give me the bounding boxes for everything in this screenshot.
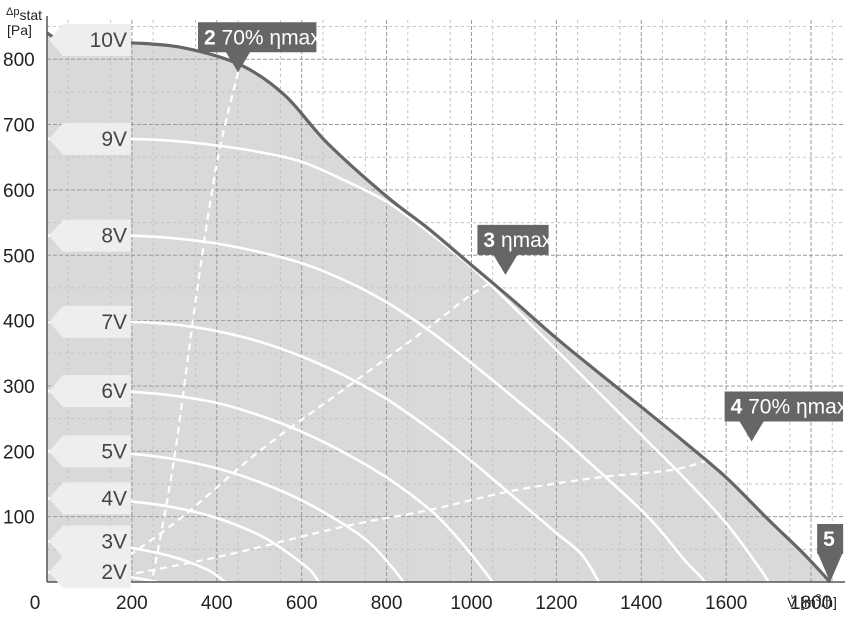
voltage-tag-shape	[49, 122, 131, 155]
operating-area	[47, 33, 831, 583]
voltage-curve-8v	[46, 234, 706, 583]
voltage-tag-6v: 6V	[49, 375, 131, 408]
y-tick-label: 300	[3, 377, 35, 398]
point-marker-4: 4 70% ηmax	[724, 391, 848, 442]
x-tick-label: 1400	[620, 593, 662, 614]
voltage-curve-9v	[47, 137, 770, 583]
voltage-tag-label: 5V	[101, 440, 127, 463]
voltage-tag-shape	[49, 24, 131, 56]
voltage-tag-label: 8V	[101, 225, 127, 248]
voltage-tag-label: 10V	[90, 29, 127, 52]
max-performance-curve	[46, 31, 832, 584]
point-marker-5: 5	[817, 524, 844, 582]
point-marker-shape	[724, 391, 844, 442]
x-tick-label: 600	[286, 593, 318, 614]
x-axis-title: V̇ [m3/h]	[787, 593, 837, 610]
voltage-tag-label: 6V	[101, 380, 127, 403]
y-axis-title-symbol: Δp	[6, 6, 19, 18]
x-axis-title-sup: 3	[816, 593, 822, 604]
voltage-tag-label: 3V	[101, 530, 127, 553]
voltage-tag-9v: 9V	[49, 122, 131, 155]
y-tick-label: 100	[3, 508, 35, 529]
voltage-tag-3v: 3V	[49, 525, 131, 558]
x-tick-label: 1600	[705, 593, 747, 614]
y-tick-label: 800	[3, 50, 35, 71]
point-marker-shape	[477, 224, 549, 275]
point-marker-label: 3 ηmax	[483, 229, 552, 252]
voltage-tag-shape	[49, 525, 131, 558]
point-marker-number: 4	[731, 396, 743, 419]
voltage-tag-5v: 5V	[49, 435, 131, 468]
operating-area-fill	[47, 33, 831, 583]
y-axis-title-main: Δpstat	[6, 6, 42, 23]
y-tick-label: 500	[3, 246, 35, 267]
point-marker-label: 4 70% ηmax	[731, 396, 848, 419]
point-marker-shape	[198, 22, 317, 73]
point-marker-3: 3 ηmax	[477, 224, 553, 275]
y-axis-title-subscript: stat	[19, 7, 42, 23]
voltage-curve-7v	[47, 320, 600, 583]
voltage-tag-2v: 2V	[49, 556, 131, 589]
y-tick-label: 600	[3, 181, 35, 202]
y-tick-label: 400	[3, 312, 35, 333]
x-tick-label: 800	[371, 593, 403, 614]
x-tick-label: 400	[201, 593, 233, 614]
y-tick-label: 700	[3, 116, 35, 137]
point-marker-2: 2 70% ηmax	[198, 22, 321, 73]
voltage-tag-7v: 7V	[49, 305, 131, 338]
y-axis-title-unit: [Pa]	[7, 22, 32, 38]
x-tick-label: 1000	[450, 593, 492, 614]
x-tick-label: 1800	[790, 593, 832, 614]
voltage-tag-shape	[49, 219, 131, 252]
voltage-tag-10v: 10V	[49, 24, 131, 56]
efficiency-reference-lines	[88, 72, 752, 584]
voltage-tag-shape	[49, 305, 131, 338]
point-marker-number: 5	[823, 528, 835, 551]
point-marker-label: 2 70% ηmax	[204, 26, 321, 49]
voltage-tag-shape	[49, 435, 131, 468]
voltage-tag-8v: 8V	[49, 219, 131, 252]
point-marker-shape	[817, 524, 844, 582]
voltage-tag-shape	[49, 375, 131, 408]
voltage-tag-4v: 4V	[49, 482, 131, 515]
x-tick-label: 1200	[535, 593, 577, 614]
x-tick-label: 200	[116, 593, 148, 614]
voltage-tag-label: 9V	[101, 128, 127, 151]
voltage-tag-shape	[49, 556, 131, 589]
point-marker-number: 2	[204, 26, 216, 49]
efficiency-line-1	[152, 72, 240, 576]
voltage-tags: 10V 9V 8V 7V 6V 5V 4V 3V 2V	[49, 24, 131, 589]
point-marker-text: 70% ηmax	[742, 396, 848, 419]
voltage-tag-label: 7V	[101, 311, 127, 334]
point-marker-text: 70% ηmax	[216, 26, 322, 49]
x-tick-label: 0	[30, 593, 41, 614]
point-markers: 2 70% ηmax 3 ηmax 4 70% ηmax 5	[198, 22, 848, 582]
efficiency-line-2	[88, 273, 506, 583]
axes	[46, 16, 845, 583]
point-marker-text: ηmax	[495, 229, 553, 252]
voltage-tag-label: 2V	[101, 561, 127, 584]
point-marker-number: 3	[483, 229, 495, 252]
grid	[47, 20, 845, 582]
max-curve-group	[46, 31, 832, 584]
point-marker-label: 5	[823, 528, 835, 551]
x-axis-title-prefix: V̇ [m	[787, 594, 816, 610]
tick-labels: 0 200 400 600 800 1000 1200 1400 1600 1800 100 200 3…	[3, 50, 832, 614]
y-tick-label: 200	[3, 442, 35, 463]
voltage-tag-label: 4V	[101, 487, 127, 510]
voltage-tag-shape	[49, 482, 131, 515]
voltage-curve-6v	[46, 389, 494, 583]
x-axis-title-suffix: /h]	[821, 594, 837, 610]
